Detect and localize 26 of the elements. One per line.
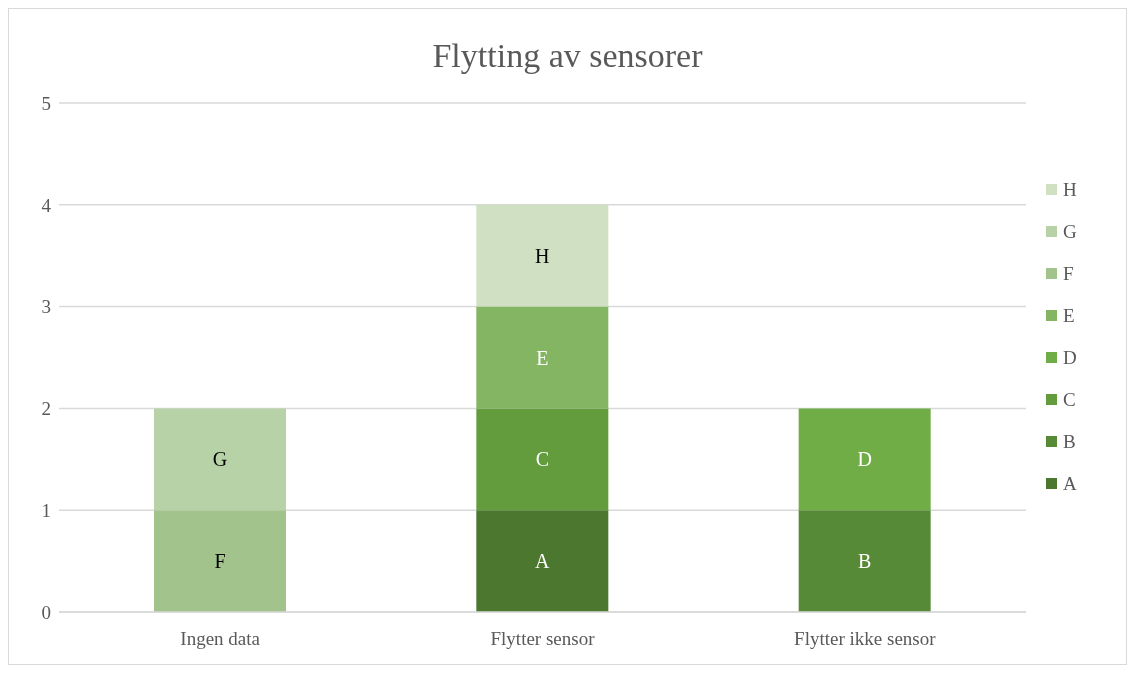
data-label: B [857, 550, 872, 573]
x-tick-label: Flytter ikke sensor [794, 628, 937, 650]
data-label: C [535, 448, 550, 471]
y-tick-label: 2 [41, 398, 51, 420]
data-label: E [536, 346, 549, 369]
y-tick-label: 5 [41, 92, 51, 114]
data-label: H [535, 244, 550, 267]
legend-label: F [1063, 262, 1074, 285]
chart-title: Flytting av sensorer [431, 37, 704, 75]
x-tick-label: Ingen data [180, 628, 261, 650]
data-label: D [857, 448, 872, 471]
y-tick-label: 0 [41, 601, 51, 623]
legend-label: G [1063, 220, 1077, 243]
y-tick-label: 1 [41, 499, 51, 521]
legend-label: D [1063, 346, 1077, 369]
legend-label: E [1063, 304, 1075, 327]
data-label: A [535, 550, 551, 573]
data-label: F [214, 550, 226, 573]
legend-label: B [1063, 430, 1076, 453]
legend-label: C [1063, 388, 1076, 411]
legend-label: H [1063, 178, 1077, 201]
y-tick-label: 3 [41, 296, 51, 318]
y-tick-label: 4 [41, 194, 52, 216]
x-tick-label: Flytter sensor [490, 628, 596, 650]
legend-label: A [1063, 472, 1077, 495]
data-label: G [212, 448, 228, 471]
